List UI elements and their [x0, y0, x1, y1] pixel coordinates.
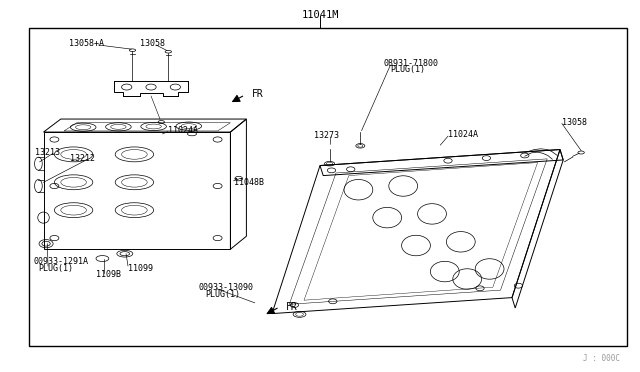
- Text: 11024A: 11024A: [168, 126, 198, 135]
- Text: 00933-1291A: 00933-1291A: [33, 257, 88, 266]
- Text: 13058: 13058: [140, 39, 164, 48]
- Text: PLUG(1): PLUG(1): [205, 290, 240, 299]
- Text: 1109B: 1109B: [96, 270, 121, 279]
- Text: J : 000C: J : 000C: [582, 354, 620, 363]
- Text: PLUG(1): PLUG(1): [38, 264, 74, 273]
- Text: FR: FR: [252, 90, 263, 99]
- Bar: [29, 28, 627, 346]
- Text: 13058+A: 13058+A: [69, 39, 104, 48]
- Text: 11041M: 11041M: [301, 10, 339, 20]
- Text: 13273: 13273: [314, 131, 339, 140]
- Text: 13213: 13213: [35, 148, 60, 157]
- Text: 11099: 11099: [128, 264, 153, 273]
- Text: 13058: 13058: [562, 118, 587, 126]
- Text: 11048B: 11048B: [234, 178, 264, 187]
- Text: PLUG(1): PLUG(1): [390, 65, 426, 74]
- Text: 13212: 13212: [70, 154, 95, 163]
- Text: FR: FR: [285, 302, 297, 312]
- Text: 00933-13090: 00933-13090: [198, 283, 253, 292]
- Text: 11024A: 11024A: [448, 130, 478, 139]
- Text: 08931-71800: 08931-71800: [384, 59, 439, 68]
